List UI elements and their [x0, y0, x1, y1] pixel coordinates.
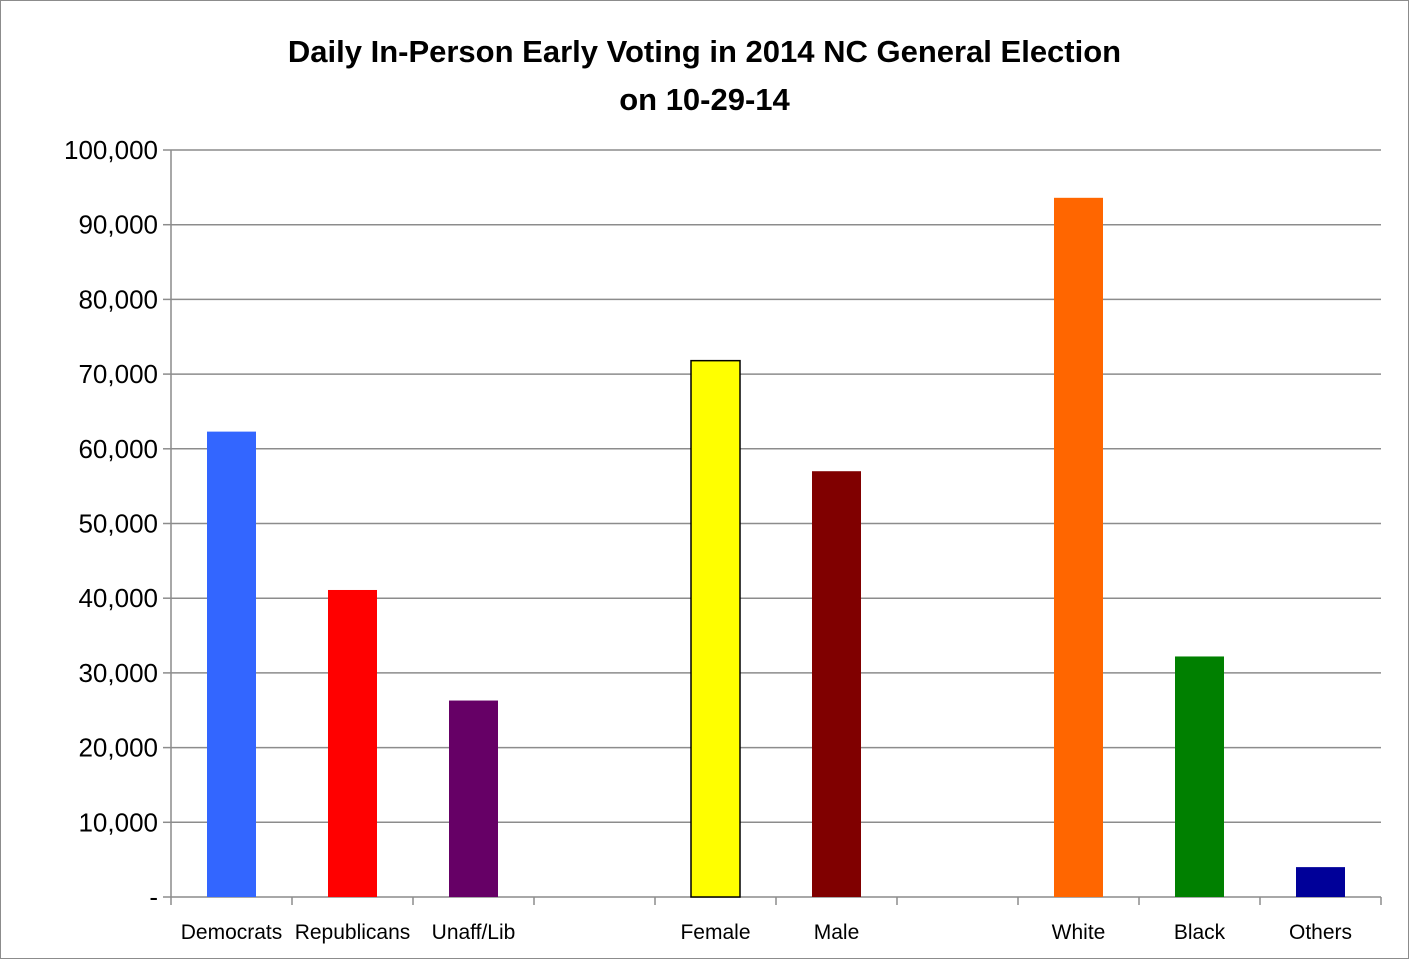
- y-tick-label-7: 70,000: [78, 359, 158, 389]
- bar-republicans: [328, 589, 377, 897]
- y-tick-label-0: -: [149, 882, 158, 912]
- chart-title-line-2: on 10-29-14: [619, 82, 790, 117]
- x-tick-label-republicans: Republicans: [295, 921, 411, 944]
- x-tick-label-male: Male: [814, 921, 860, 944]
- y-tick-label-1: 10,000: [78, 807, 158, 837]
- x-tick-label-democrats: Democrats: [181, 921, 283, 944]
- x-tick-label-white: White: [1052, 921, 1106, 944]
- chart-title: Daily In-Person Early Voting in 2014 NC …: [0, 28, 1409, 124]
- y-tick-label-5: 50,000: [78, 509, 158, 539]
- x-tick-label-female: Female: [680, 921, 750, 944]
- bar-male: [812, 471, 861, 897]
- bar-others: [1296, 867, 1345, 897]
- bar-female: [690, 359, 741, 898]
- y-tick-label-2: 20,000: [78, 733, 158, 763]
- y-tick-label-10: 100,000: [64, 135, 158, 165]
- x-tick-label-black: Black: [1174, 921, 1226, 944]
- x-tick-label-unaff-lib: Unaff/Lib: [432, 921, 516, 944]
- chart-title-line-1: Daily In-Person Early Voting in 2014 NC …: [287, 34, 1122, 69]
- y-tick-label-8: 80,000: [78, 284, 158, 314]
- x-tick-label-others: Others: [1289, 921, 1352, 944]
- bar-democrats: [207, 431, 256, 897]
- bar-white: [1054, 197, 1103, 898]
- y-tick-label-6: 60,000: [78, 434, 158, 464]
- bar-unaff-lib: [449, 700, 498, 897]
- y-tick-label-9: 90,000: [78, 210, 158, 240]
- bar-black: [1175, 656, 1224, 897]
- y-tick-label-3: 30,000: [78, 658, 158, 688]
- y-tick-label-4: 40,000: [78, 583, 158, 613]
